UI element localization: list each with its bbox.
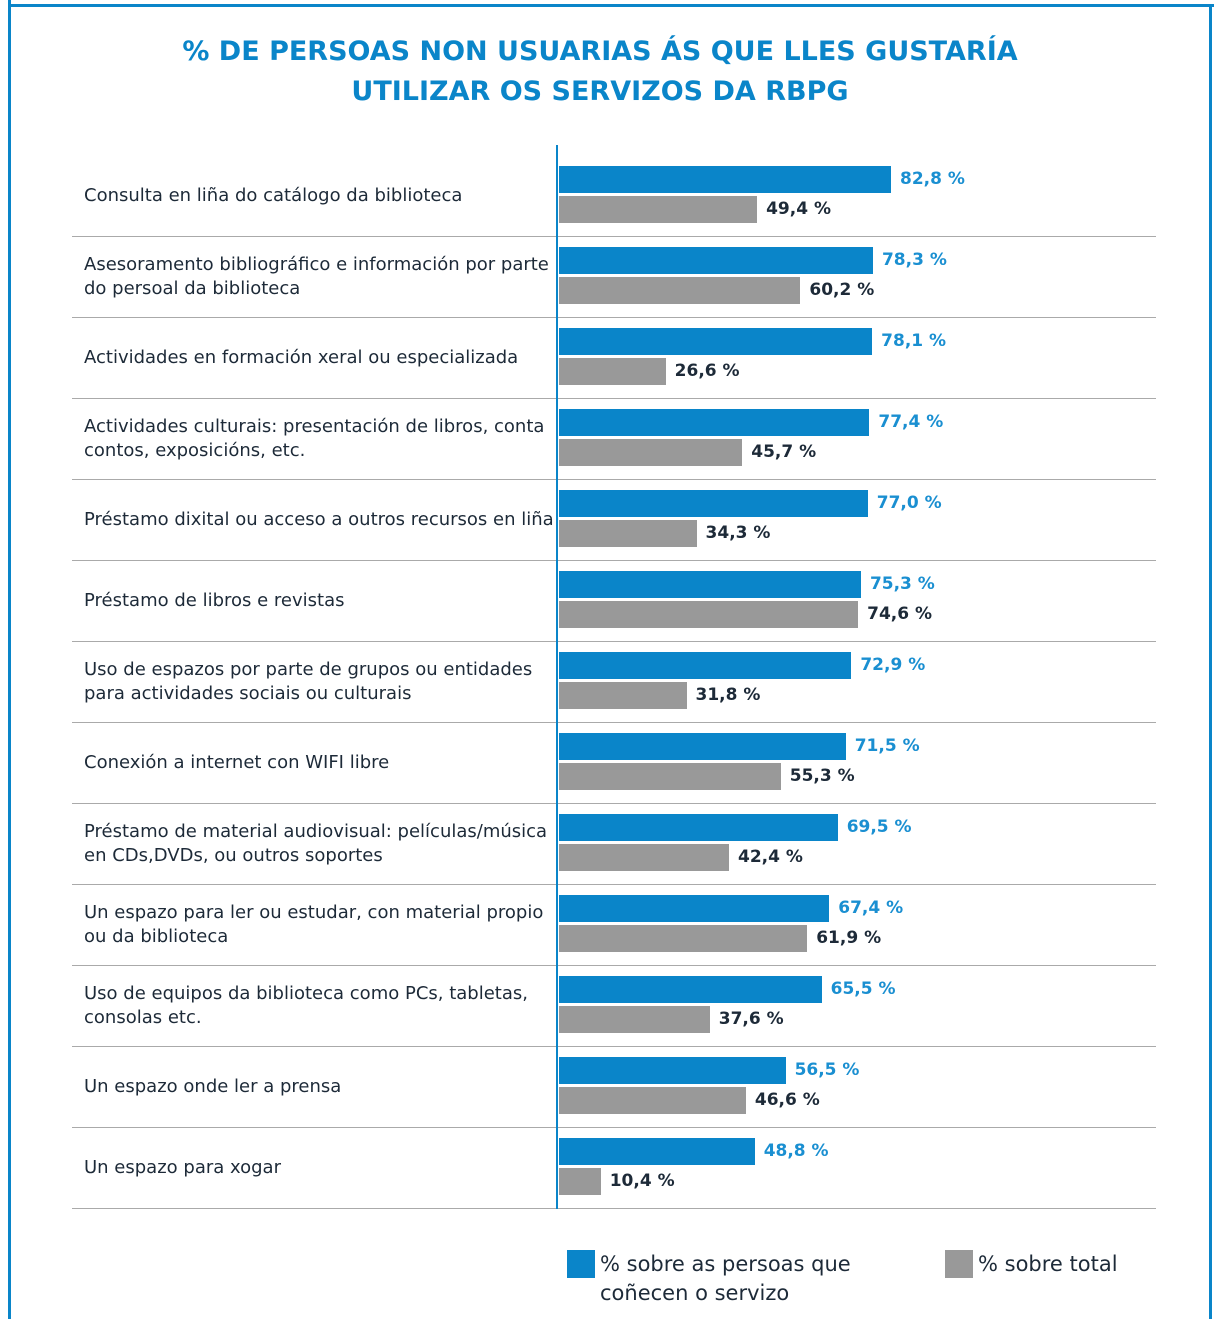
row-divider (72, 722, 1156, 723)
right-border (1209, 4, 1212, 1319)
category-label: Uso de espazos por parte de grupos ou en… (84, 658, 533, 704)
value-label: 71,5 % (854, 736, 920, 756)
legend-swatch (567, 1250, 595, 1278)
bar (559, 358, 666, 385)
value-axis (556, 145, 558, 1209)
bar (559, 733, 846, 760)
row-divider (72, 641, 1156, 642)
category-label: Un espazo onde ler a prensa (84, 1075, 342, 1097)
row-divider (72, 1208, 1156, 1209)
row-divider (72, 1046, 1156, 1047)
value-label: 78,3 % (881, 250, 947, 270)
row-divider (72, 317, 1156, 318)
row-divider (72, 236, 1156, 237)
legend-label: % sobre as persoas que coñecen o servizo (600, 1252, 851, 1305)
bar (559, 439, 743, 466)
category-label: Un espazo para xogar (84, 1156, 281, 1178)
bar (559, 763, 781, 790)
bar (559, 844, 730, 871)
value-label: 26,6 % (674, 361, 740, 381)
value-label: 78,1 % (881, 331, 947, 351)
row-divider (72, 398, 1156, 399)
top-border (8, 4, 1214, 7)
bar (559, 277, 801, 304)
value-label: 34,3 % (705, 523, 771, 543)
value-label: 42,4 % (738, 847, 803, 867)
category-label: Un espazo para ler ou estudar, con mater… (84, 901, 544, 947)
bar (559, 814, 838, 841)
bar (559, 196, 758, 223)
value-label: 49,4 % (766, 199, 831, 219)
value-label: 67,4 % (838, 898, 904, 918)
value-label: 69,5 % (846, 817, 912, 837)
bar (559, 682, 687, 709)
left-border (8, 0, 11, 1319)
category-label: Uso de equipos da biblioteca como PCs, t… (84, 982, 528, 1028)
row-divider (72, 884, 1156, 885)
bar (559, 328, 873, 355)
category-label: Asesoramento bibliográfico e información… (84, 253, 549, 299)
bar (559, 1138, 755, 1165)
legend-label: % sobre total (978, 1252, 1118, 1276)
value-label: 55,3 % (789, 766, 855, 786)
bar (559, 601, 859, 628)
category-label: Actividades culturais: presentación de l… (84, 415, 545, 461)
row-divider (72, 965, 1156, 966)
category-label: Conexión a internet con WIFI libre (84, 751, 390, 773)
legend-swatch (945, 1250, 973, 1278)
bar (559, 1168, 601, 1195)
category-label: Consulta en liña do catálogo da bibliote… (84, 184, 463, 206)
category-label: Actividades en formación xeral ou especi… (84, 346, 519, 368)
bar (559, 1087, 746, 1114)
bar (559, 520, 697, 547)
row-divider (72, 479, 1156, 480)
category-label: Préstamo de libros e revistas (84, 589, 345, 611)
value-label: 72,9 % (860, 655, 926, 675)
category-label: Préstamo de material audiovisual: pelícu… (84, 820, 548, 866)
bar (559, 925, 808, 952)
bar (559, 571, 861, 598)
category-label: Préstamo dixital ou acceso a outros recu… (84, 508, 554, 530)
value-label: 75,3 % (869, 574, 935, 594)
bar (559, 409, 870, 436)
row-divider (72, 560, 1156, 561)
row-divider (72, 803, 1156, 804)
value-label: 46,6 % (754, 1090, 820, 1110)
bar (559, 976, 822, 1003)
value-label: 60,2 % (809, 280, 875, 300)
value-label: 56,5 % (794, 1060, 860, 1080)
value-label: 48,8 % (763, 1141, 829, 1161)
value-label: 74,6 % (867, 604, 933, 624)
value-label: 77,4 % (878, 412, 944, 432)
value-label: 77,0 % (876, 493, 942, 513)
bar (559, 1006, 710, 1033)
bar (559, 247, 873, 274)
value-label: 31,8 % (695, 685, 761, 705)
value-label: 45,7 % (751, 442, 817, 462)
value-label: 10,4 % (609, 1171, 675, 1191)
bar (559, 895, 830, 922)
value-label: 61,9 % (816, 928, 882, 948)
bar (559, 490, 868, 517)
value-label: 65,5 % (830, 979, 896, 999)
value-label: 82,8 % (900, 169, 965, 189)
chart-title: % DE PERSOAS NON USUARIAS ÁS QUE LLES GU… (182, 36, 1018, 107)
row-divider (72, 1127, 1156, 1128)
bar (559, 166, 892, 193)
bar (559, 1057, 786, 1084)
value-label: 37,6 % (718, 1009, 784, 1029)
bar (559, 652, 852, 679)
